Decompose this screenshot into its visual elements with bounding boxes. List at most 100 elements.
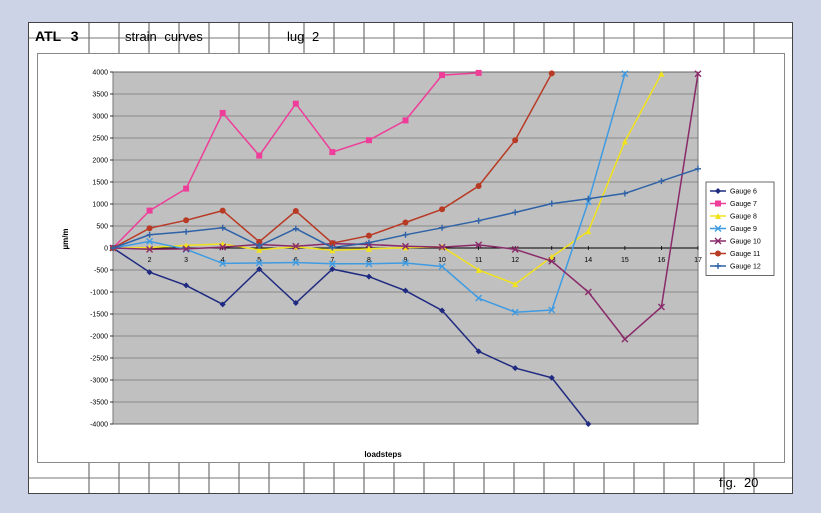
y-tick-label: -500 [94, 268, 108, 275]
data-point [219, 301, 226, 308]
header-title: strain curves [125, 29, 203, 44]
data-point [621, 70, 629, 78]
data-point [511, 245, 519, 253]
x-tick-label: 16 [658, 257, 666, 264]
data-point [255, 259, 263, 267]
data-point [219, 259, 227, 267]
data-point [548, 70, 555, 77]
data-point [365, 232, 372, 239]
data-point [438, 243, 446, 251]
y-tick-label: -1500 [90, 312, 108, 319]
y-axis-label: µm/m [61, 228, 70, 249]
x-tick-label: 5 [257, 257, 261, 264]
data-point [475, 348, 482, 355]
data-point [402, 117, 409, 124]
legend: Gauge 6 Gauge 7 Gauge 8 Gauge 9 Gauge 10 Gaug… [705, 181, 775, 276]
data-point [256, 152, 263, 159]
y-tick-label: 1500 [92, 180, 108, 187]
legend-label: Gauge 10 [730, 239, 761, 246]
y-tick-label: 500 [96, 224, 108, 231]
data-point [548, 200, 555, 207]
y-tick-label: -1000 [90, 290, 108, 297]
data-point [365, 245, 372, 252]
legend-label: Gauge 7 [730, 201, 757, 208]
data-point [328, 260, 336, 268]
data-point [365, 137, 372, 144]
x-axis-label: loadsteps [364, 450, 402, 459]
legend-label: Gauge 12 [730, 264, 761, 271]
data-point [694, 70, 702, 78]
data-point [329, 149, 336, 156]
legend-item: Gauge 7 [710, 200, 757, 208]
data-point [658, 70, 665, 77]
data-point [329, 266, 336, 273]
data-point [402, 231, 409, 238]
data-point [714, 237, 722, 245]
x-tick-label: 4 [221, 257, 225, 264]
data-point [512, 281, 519, 288]
series [110, 69, 482, 251]
series-line [112, 247, 589, 425]
data-point [512, 137, 519, 144]
data-point [365, 239, 372, 246]
data-point [292, 300, 299, 306]
data-point [365, 273, 372, 280]
data-point [402, 287, 409, 294]
x-tick-label: 15 [621, 257, 629, 264]
data-point [329, 244, 336, 251]
x-tick-label: 11 [475, 257, 482, 264]
data-point [715, 213, 721, 219]
x-tick-label: 6 [294, 257, 298, 264]
data-point [695, 165, 701, 172]
data-point [292, 225, 299, 232]
y-tick-label: 3000 [92, 114, 108, 121]
data-point [402, 259, 409, 267]
sheet-grid [29, 23, 792, 493]
data-point [439, 72, 446, 79]
data-point [256, 266, 263, 273]
data-point [585, 195, 592, 202]
data-point [110, 245, 116, 251]
data-point [715, 263, 721, 269]
data-point [585, 228, 592, 235]
data-point [329, 240, 336, 247]
data-point [715, 200, 721, 207]
data-point [475, 69, 482, 76]
x-tick-label: 17 [694, 257, 702, 264]
y-tick-label: 0 [104, 246, 108, 253]
figure-sheet: ATL 3 strain curves lug 2 4000 3500 3000 25… [28, 22, 793, 494]
data-point [402, 244, 409, 251]
data-point [548, 257, 556, 265]
data-point [621, 190, 628, 197]
series [109, 70, 629, 316]
data-point [512, 209, 519, 216]
x-tick-label: 7 [330, 257, 334, 264]
data-point [146, 269, 153, 276]
data-point [475, 182, 482, 189]
series [110, 165, 701, 251]
data-point [219, 224, 226, 231]
y-tick-label: 4000 [92, 70, 108, 77]
figure-label: fig. 20 [719, 475, 759, 490]
header-left-label: ATL 3 [35, 28, 79, 44]
data-point [438, 262, 446, 270]
y-tick-label: 3500 [92, 92, 108, 99]
data-point [475, 241, 483, 249]
strain-chart: 4000 3500 3000 2500 2000 1500 1000 500 0 -500 -100… [61, 69, 775, 459]
data-point [439, 224, 446, 231]
data-point [657, 303, 665, 311]
data-point [402, 242, 409, 250]
legend-item: Gauge 9 [710, 225, 757, 233]
data-point [511, 308, 519, 316]
data-point [219, 243, 227, 251]
x-tick-label: 12 [511, 257, 519, 264]
data-point [292, 242, 300, 250]
data-point [219, 207, 226, 214]
data-point [548, 374, 555, 381]
y-tick-label: -4000 [90, 422, 108, 429]
data-point [182, 245, 190, 253]
data-point [146, 207, 153, 214]
x-tick-label: 2 [148, 257, 152, 264]
y-tick-label: 1000 [92, 202, 108, 209]
data-point [548, 253, 555, 260]
